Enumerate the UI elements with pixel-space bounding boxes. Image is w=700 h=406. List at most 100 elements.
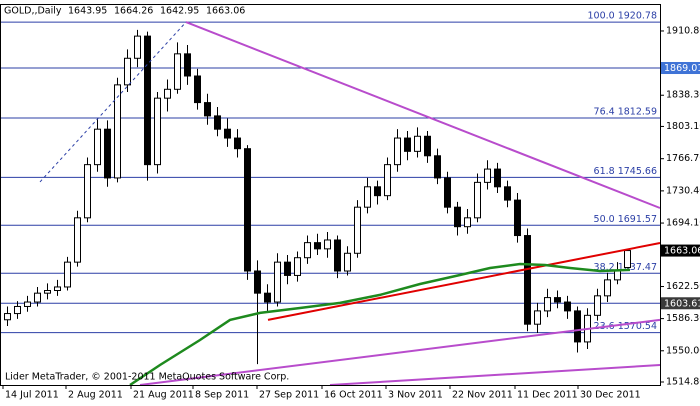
- y-tick-label: 1514.80: [666, 376, 700, 387]
- candle-body: [334, 239, 341, 272]
- candle-body: [134, 35, 141, 59]
- trend-line: [185, 21, 661, 209]
- candle-body: [274, 261, 281, 303]
- hline-price-box: [661, 62, 700, 75]
- current-price-box: [661, 244, 700, 257]
- x-tick-label: 11 Dec 2011: [517, 390, 578, 401]
- y-tick-label: 1622.50: [666, 281, 700, 292]
- candle-body: [214, 115, 221, 130]
- candle-body: [294, 257, 301, 276]
- fib-label: 23.6 1570.54: [594, 321, 657, 332]
- current-price-label: 1663.06: [664, 246, 700, 257]
- candle-body: [494, 168, 501, 188]
- trend-line: [139, 318, 661, 386]
- candle-body: [4, 313, 11, 321]
- ohlc-high: 1664.26: [114, 6, 153, 17]
- candle-body: [84, 164, 91, 219]
- candle-body: [104, 128, 111, 179]
- y-tick-label: 1766.70: [666, 153, 700, 164]
- candle-body: [564, 301, 571, 312]
- candle-body: [554, 297, 561, 303]
- candle-body: [504, 186, 511, 201]
- candle-body: [394, 137, 401, 166]
- candle-body: [114, 84, 121, 179]
- candle-body: [574, 310, 581, 343]
- y-tick-label: 1694.10: [666, 218, 700, 229]
- candle-body: [514, 199, 521, 237]
- x-tick-label: 27 Sep 2011: [259, 390, 319, 401]
- plot-border: [0, 4, 661, 386]
- y-tick-label: 1730.40: [666, 185, 700, 196]
- candle-body: [384, 164, 391, 197]
- candle-body: [464, 217, 471, 228]
- x-tick-label: 16 Oct 2011: [324, 390, 383, 401]
- candle-body: [164, 88, 171, 99]
- candle-body: [144, 35, 151, 166]
- candle-body: [44, 290, 51, 294]
- candle-body: [524, 235, 531, 325]
- candle-body: [404, 137, 411, 152]
- candle-body: [154, 97, 161, 166]
- candle-body: [234, 137, 241, 150]
- candle-body: [474, 181, 481, 219]
- candle-body: [254, 270, 261, 294]
- fib-label: 50.0 1691.57: [594, 214, 657, 225]
- ohlc-low: 1642.95: [160, 6, 199, 17]
- plot-area: 100.0 1920.78 76.4 1812.59 61.8 1745.66 50.…: [0, 11, 661, 387]
- candle-body: [454, 206, 461, 228]
- fib-label: 100.0 1920.78: [587, 11, 657, 22]
- candle-body: [354, 206, 361, 254]
- footer: Lider MetaTrader, © 2001-2011 MetaQuotes…: [5, 372, 289, 383]
- x-tick-label: 21 Aug 2011: [133, 390, 194, 401]
- x-tick-label: 30 Dec 2011: [580, 390, 641, 401]
- candle-body: [304, 242, 311, 259]
- candle-body: [54, 286, 61, 292]
- trend-line: [129, 262, 631, 387]
- candle-body: [604, 279, 611, 297]
- chart-title: GOLD,,Daily: [4, 6, 62, 17]
- y-tick-label: 1550.00: [666, 345, 700, 356]
- candle-body: [374, 186, 381, 197]
- candle-body: [344, 252, 351, 272]
- ohlc-close: 1663.06: [206, 6, 245, 17]
- y-tick-label: 1910.80: [666, 25, 700, 36]
- candle-body: [434, 155, 441, 179]
- x-tick-label: 8 Sep 2011: [195, 390, 249, 401]
- candle-body: [74, 217, 81, 263]
- hline-price-label: 1603.61: [664, 298, 700, 309]
- candle-body: [424, 135, 431, 157]
- candle-body: [94, 128, 101, 166]
- candle-body: [614, 270, 621, 281]
- x-tick-label: 2 Aug 2011: [68, 390, 123, 401]
- candle-body: [264, 292, 271, 303]
- candle-body: [364, 186, 371, 208]
- candle-body: [124, 57, 131, 86]
- candle-body: [24, 301, 31, 307]
- candle-body: [194, 75, 201, 104]
- candle-body: [34, 292, 41, 303]
- candle-body: [484, 168, 491, 183]
- candle-body: [594, 295, 601, 316]
- candle-body: [324, 239, 331, 250]
- hline-price-box: [661, 297, 700, 310]
- candle-body: [184, 53, 191, 77]
- candle-body: [244, 148, 251, 272]
- trend-line: [267, 242, 661, 321]
- candle-body: [204, 102, 211, 117]
- hline-price-label: 1869.01: [664, 63, 700, 74]
- y-tick-label: 1586.30: [666, 313, 700, 324]
- candle-body: [534, 310, 541, 325]
- candle-body: [14, 305, 21, 315]
- candle-body: [64, 261, 71, 288]
- candle-body: [414, 135, 421, 152]
- candle-body: [174, 53, 181, 90]
- candle-body: [284, 261, 291, 276]
- fib-base-line: [39, 21, 187, 183]
- fib-label: 61.8 1745.66: [594, 166, 657, 177]
- fib-label: 76.4 1812.59: [594, 107, 657, 118]
- y-tick-label: 1838.30: [666, 90, 700, 101]
- candle-body: [544, 297, 551, 312]
- candle-body: [444, 177, 451, 208]
